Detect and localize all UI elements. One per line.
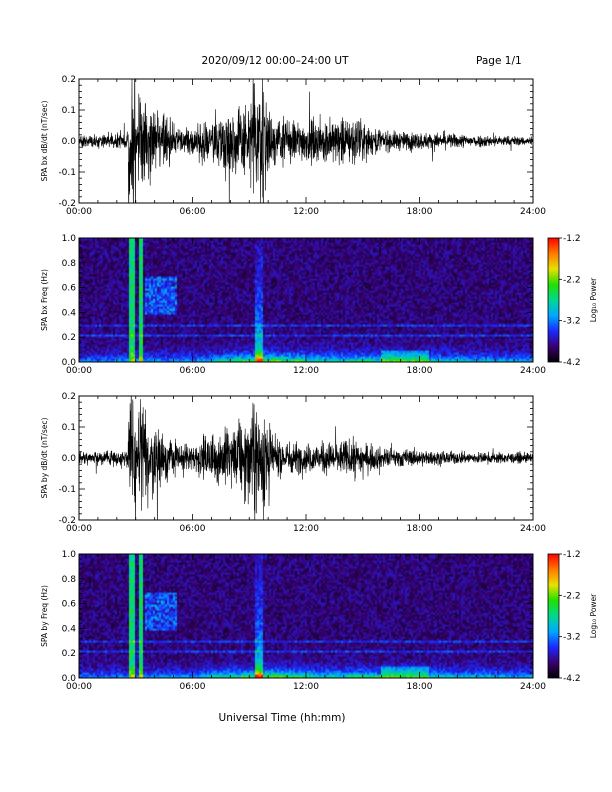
- y-tick-label: 0.0: [62, 454, 77, 464]
- x-tick-label: 18:00: [407, 366, 433, 376]
- spectrogram-image: [79, 554, 533, 678]
- colorbar-tick-label: -4.2: [563, 358, 581, 368]
- colorbar-tick-label: -2.2: [563, 591, 581, 601]
- y-tick-label: 0.8: [62, 259, 77, 269]
- y-tick-label: 0.6: [62, 284, 77, 294]
- y-axis-label: SPA by dB/dt (nT/sec): [40, 418, 49, 499]
- bx-colorbar: -1.2 -2.2 -3.2 -4.2 Log₁₀ Power: [547, 234, 598, 368]
- colorbar-label: Log₁₀ Power: [589, 277, 598, 322]
- x-tick-label: 12:00: [293, 207, 319, 217]
- colorbar-scale: [547, 237, 560, 363]
- x-tick-label: 06:00: [180, 524, 206, 534]
- by-timeseries-panel: 00:00 06:00 12:00 18:00 24:00 -0.2 -0.1 0.0 0.1 0…: [40, 392, 546, 534]
- x-tick-label: 00:00: [66, 366, 92, 376]
- colorbar-tick-label: -3.2: [563, 633, 581, 643]
- y-tick-label: 0.1: [62, 423, 76, 433]
- signal-trace: [79, 79, 533, 203]
- x-axis-label: Universal Time (hh:mm): [219, 712, 346, 724]
- y-tick-label: -0.2: [58, 199, 76, 209]
- x-tick-label: 00:00: [66, 207, 92, 217]
- colorbar-tick-label: -3.2: [563, 317, 581, 327]
- y-tick-label: 0.0: [62, 358, 77, 368]
- y-axis-label: SPA by Freq (Hz): [40, 585, 49, 647]
- bx-timeseries-panel: 00:00 06:00 12:00 18:00 24:00 -0.2 -0.1 0.0 0.1 0…: [40, 75, 546, 217]
- colorbar-tick-label: -2.2: [563, 275, 581, 285]
- x-tick-label: 00:00: [66, 682, 92, 692]
- y-tick-label: 0.6: [62, 600, 77, 610]
- colorbar-tick-label: -4.2: [563, 674, 581, 684]
- by-colorbar: -1.2 -2.2 -3.2 -4.2 Log₁₀ Power: [547, 550, 598, 684]
- x-tick-label: 24:00: [520, 524, 546, 534]
- colorbar-tick-label: -1.2: [563, 234, 581, 244]
- y-tick-label: 0.2: [62, 649, 76, 659]
- y-tick-label: 0.8: [62, 575, 77, 585]
- x-tick-label: 06:00: [180, 366, 206, 376]
- figure-title: 2020/09/12 00:00–24:00 UT: [201, 55, 349, 67]
- y-tick-label: -0.1: [58, 168, 76, 178]
- y-axis-label: SPA bx Freq (Hz): [40, 269, 49, 331]
- x-tick-label: 12:00: [293, 682, 319, 692]
- y-tick-label: 0.2: [62, 392, 76, 402]
- x-tick-label: 12:00: [293, 366, 319, 376]
- y-tick-label: 0.0: [62, 137, 77, 147]
- bx-spectrogram-panel: 00:00 06:00 12:00 18:00 24:00 0.0 0.2 0.4 0.6 0.8…: [40, 234, 546, 376]
- y-tick-label: 0.2: [62, 75, 76, 85]
- y-tick-label: -0.1: [58, 485, 76, 495]
- y-tick-label: 1.0: [62, 550, 77, 560]
- colorbar-scale: [547, 553, 560, 679]
- signal-trace: [79, 396, 533, 520]
- x-tick-label: 18:00: [407, 682, 433, 692]
- x-tick-label: 18:00: [407, 207, 433, 217]
- by-spectrogram-panel: 00:00 06:00 12:00 18:00 24:00 0.0 0.2 0.4 0.6 0.8…: [40, 550, 546, 692]
- x-tick-label: 12:00: [293, 524, 319, 534]
- y-tick-label: 0.2: [62, 333, 76, 343]
- x-tick-label: 24:00: [520, 682, 546, 692]
- x-tick-label: 06:00: [180, 207, 206, 217]
- colorbar-label: Log₁₀ Power: [589, 593, 598, 638]
- y-axis-label: SPA bx dB/dt (nT/sec): [40, 101, 49, 182]
- x-tick-label: 18:00: [407, 524, 433, 534]
- y-tick-label: 0.1: [62, 106, 76, 116]
- x-tick-label: 24:00: [520, 366, 546, 376]
- spectrogram-image: [79, 238, 533, 362]
- y-tick-label: 1.0: [62, 234, 77, 244]
- x-tick-label: 00:00: [66, 524, 92, 534]
- x-tick-label: 24:00: [520, 207, 546, 217]
- y-tick-label: 0.0: [62, 674, 77, 684]
- page-indicator: Page 1/1: [476, 55, 522, 67]
- y-tick-label: 0.4: [62, 624, 77, 634]
- y-tick-label: 0.4: [62, 308, 77, 318]
- colorbar-tick-label: -1.2: [563, 550, 581, 560]
- y-tick-label: -0.2: [58, 516, 76, 526]
- x-tick-label: 06:00: [180, 682, 206, 692]
